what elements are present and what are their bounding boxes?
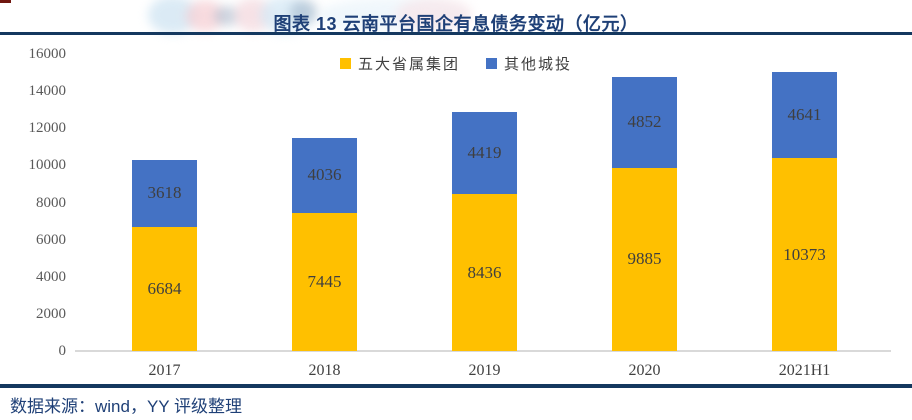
bar-segment: 6684 — [132, 226, 197, 351]
bar-value-label: 6684 — [147, 278, 182, 298]
x-axis-label: 2020 — [628, 362, 661, 379]
bar-value-label: 7445 — [307, 271, 342, 291]
legend-label: 五大省属集团 — [357, 57, 460, 73]
y-axis-tick-label: 10000 — [28, 157, 67, 174]
y-axis-tick-label: 14000 — [28, 83, 67, 100]
bar-value-label: 10373 — [783, 244, 826, 264]
bar-value-label: 4641 — [787, 105, 822, 125]
bar-segment: 8436 — [452, 194, 517, 351]
y-axis-tick-label: 0 — [58, 343, 67, 359]
data-source-note: 数据来源：wind，YY 评级整理 — [10, 397, 243, 416]
chart-legend: 五大省属集团 其他城投 — [0, 53, 912, 74]
bar-segment: 4641 — [772, 72, 837, 159]
x-axis-label: 2017 — [148, 362, 181, 379]
x-axis-label: 2019 — [468, 362, 501, 379]
bar-segment: 3618 — [132, 159, 197, 227]
x-axis-line — [75, 350, 891, 352]
bar-value-label: 9885 — [627, 249, 662, 269]
chart-title: 图表 13 云南平台国企有息债务变动（亿元） — [273, 14, 639, 34]
legend-item: 其他城投 — [486, 53, 572, 74]
bar-segment: 9885 — [612, 167, 677, 351]
bar-value-label: 4419 — [467, 143, 502, 163]
bar-segment: 7445 — [292, 212, 357, 351]
legend-item: 五大省属集团 — [339, 53, 460, 74]
legend-label: 其他城投 — [504, 57, 573, 73]
header-divider-line — [0, 32, 912, 35]
bar-value-label: 4852 — [627, 112, 662, 132]
bar-value-label: 4036 — [307, 165, 342, 185]
legend-swatch-icon — [339, 58, 351, 69]
page-corner-mark — [0, 0, 11, 3]
bar-segment: 4852 — [612, 77, 677, 168]
y-axis-tick-label: 2000 — [36, 305, 66, 322]
bar-segment: 4419 — [452, 112, 517, 195]
bar-segment: 4036 — [292, 137, 357, 213]
bar-value-label: 8436 — [467, 262, 502, 282]
y-axis-tick-label: 8000 — [36, 194, 66, 211]
y-axis-tick-label: 6000 — [36, 231, 66, 248]
y-axis-tick-label: 16000 — [28, 46, 67, 62]
bar-segment: 10373 — [772, 158, 837, 351]
footer-divider-line — [0, 384, 912, 388]
legend-swatch-icon — [486, 58, 497, 69]
x-axis-label: 2021H1 — [778, 362, 831, 379]
bar-value-label: 3618 — [147, 183, 182, 203]
y-axis-tick-label: 4000 — [36, 268, 66, 285]
y-axis-tick-label: 12000 — [28, 120, 67, 137]
x-axis-label: 2018 — [308, 362, 341, 379]
